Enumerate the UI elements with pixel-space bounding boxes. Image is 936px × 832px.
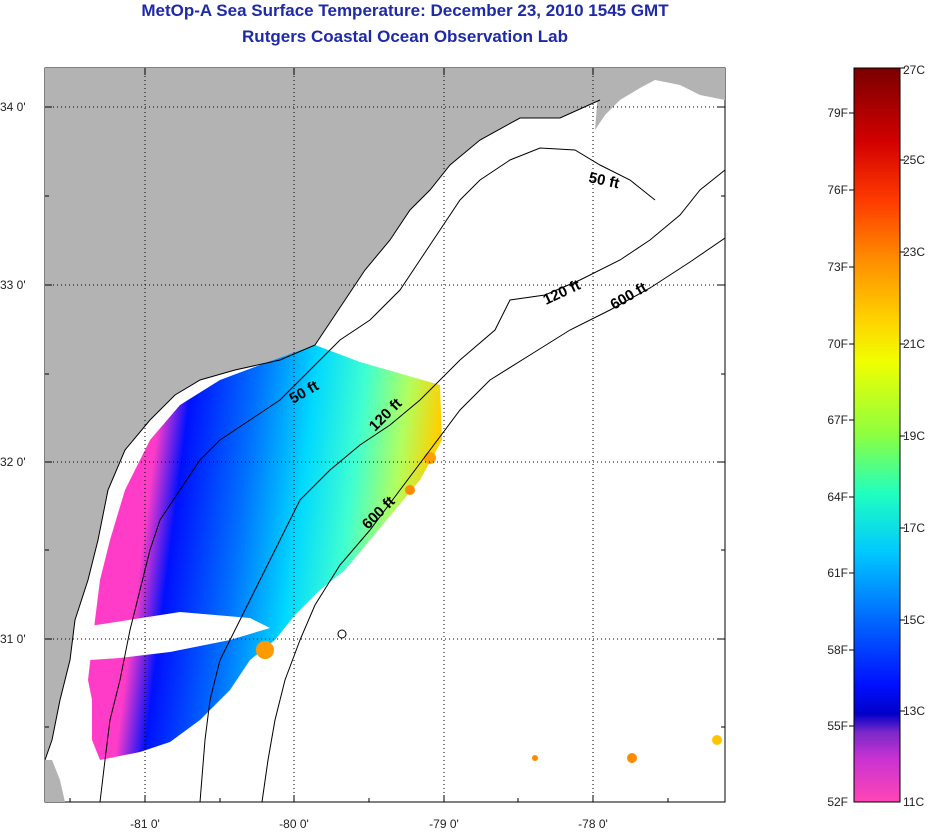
lat-tick-label: 33 0' [0, 278, 26, 292]
colorbar-c-label: 27C [903, 63, 925, 77]
isobath-120ft [199, 169, 725, 802]
colorbar-f-label: 73F [827, 260, 848, 274]
colorbar-f-label: 61F [827, 566, 848, 580]
coastline [45, 99, 601, 761]
colorbar-f-label: 55F [827, 719, 848, 733]
lat-tick-label: 34 0' [0, 100, 26, 114]
warm-patch [532, 755, 538, 761]
colorbar-c-label: 13C [903, 704, 925, 718]
colorbar-f-label: 79F [827, 106, 848, 120]
colorbar-c-label: 25C [903, 153, 925, 167]
graticule [45, 68, 725, 802]
colorbar-f-label: 67F [827, 413, 848, 427]
colorbar-c-label: 21C [903, 337, 925, 351]
lat-tick-label: 31 0' [0, 632, 26, 646]
colorbar-f-label: 70F [827, 337, 848, 351]
land-south [45, 760, 65, 802]
warm-patch [712, 735, 722, 745]
colorbar [853, 67, 901, 803]
colorbar-c-label: 15C [903, 613, 925, 627]
seamount-contour [337, 629, 347, 639]
land-mass [45, 68, 600, 760]
colorbar-c-label: 17C [903, 521, 925, 535]
colorbar-f-label: 76F [827, 183, 848, 197]
lon-tick-label: -78 0' [578, 817, 608, 831]
warm-patch [627, 753, 637, 763]
colorbar-ticks [849, 67, 905, 727]
isobath-600ft [261, 237, 725, 802]
colorbar-f-label: 58F [827, 643, 848, 657]
colorbar-f-label: 64F [827, 490, 848, 504]
warm-patch [256, 641, 274, 659]
axis-ticks [45, 68, 725, 802]
lat-tick-label: 32 0' [0, 455, 26, 469]
isobath-50ft [99, 147, 656, 802]
lon-tick-label: -80 0' [279, 817, 309, 831]
sst-swath [88, 345, 442, 760]
lon-tick-label: -81 0' [130, 817, 160, 831]
warm-patch [424, 452, 436, 464]
land-northeast [595, 68, 725, 130]
colorbar-c-label: 11C [903, 795, 924, 809]
lon-tick-label: -79 0' [429, 817, 459, 831]
colorbar-c-label: 23C [903, 245, 925, 259]
cloud-gap [90, 612, 270, 660]
colorbar-c-label: 19C [903, 429, 925, 443]
map-subtitle: Rutgers Coastal Ocean Observation Lab [242, 27, 568, 46]
colorbar-f-label: 52F [827, 795, 848, 809]
isobath-label: 50 ft [587, 169, 621, 192]
map-title: MetOp-A Sea Surface Temperature: Decembe… [141, 1, 669, 20]
warm-patch [405, 485, 415, 495]
